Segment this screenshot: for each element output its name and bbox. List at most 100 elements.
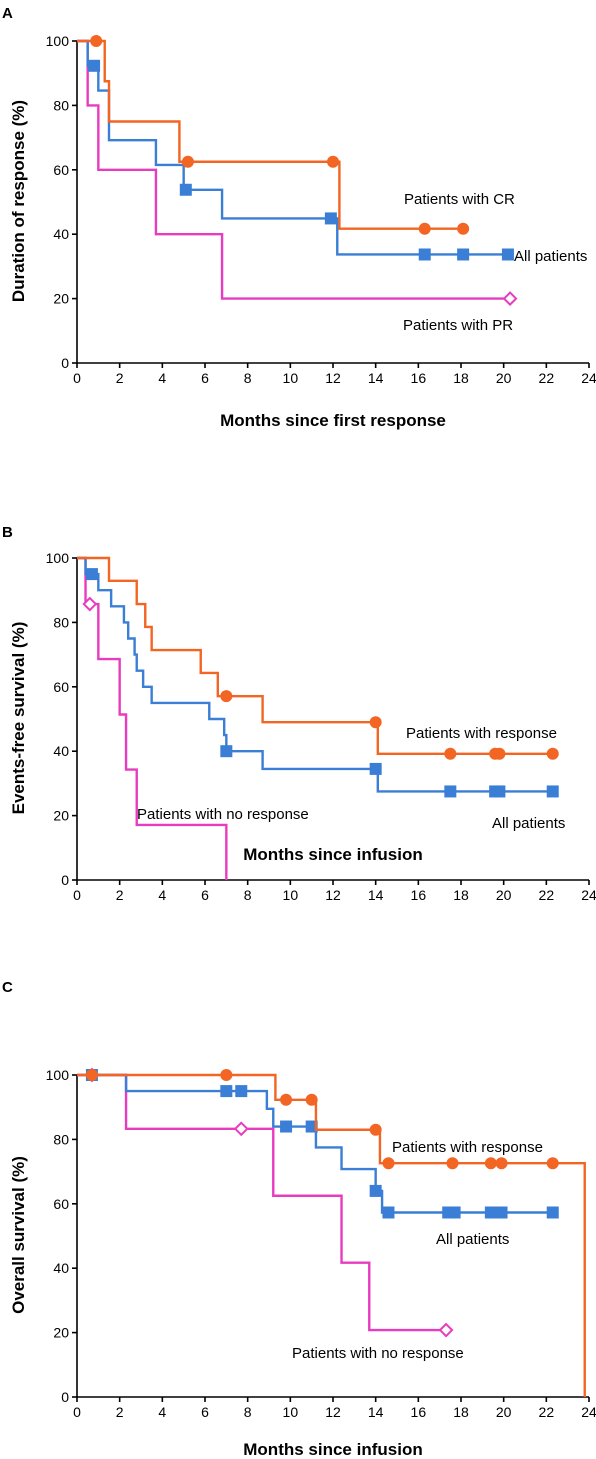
series-line-all-patients-b bbox=[77, 556, 553, 793]
label-response-b: Patients with response bbox=[406, 725, 557, 742]
panel-c: C Months since infusion Overall survival… bbox=[2, 979, 596, 1459]
y-tick-label: 60 bbox=[53, 1196, 69, 1212]
censor-marker-patients-with-cr bbox=[418, 222, 431, 235]
x-tick-label: 14 bbox=[368, 887, 384, 903]
censor-marker-patients-with-response bbox=[220, 690, 233, 703]
x-tick-label: 0 bbox=[73, 370, 81, 386]
censor-marker-all-patients bbox=[369, 762, 382, 775]
x-tick-label: 22 bbox=[539, 887, 555, 903]
series-line-patients-with-pr-a bbox=[77, 39, 511, 300]
x-tick-label: 2 bbox=[116, 887, 124, 903]
x-tick-label: 6 bbox=[201, 1404, 209, 1420]
y-tick-label: 0 bbox=[61, 872, 69, 888]
censor-marker-patients-with-response bbox=[446, 1157, 459, 1170]
x-tick-label: 2 bbox=[116, 370, 124, 386]
censor-marker-all-patients bbox=[444, 785, 457, 798]
label-all-b: All patients bbox=[492, 815, 565, 832]
censor-marker-all-patients bbox=[546, 1206, 559, 1219]
censor-marker-patients-with-response bbox=[382, 1157, 395, 1170]
x-axis-title-a: Months since first response bbox=[220, 411, 446, 430]
y-tick-label: 80 bbox=[53, 1131, 69, 1147]
series-line-patients-with-no-response-b bbox=[77, 556, 228, 880]
x-tick-label: 14 bbox=[368, 370, 384, 386]
series-line-patients-with-cr-a bbox=[77, 39, 464, 230]
censor-marker-patients-with-response bbox=[493, 747, 506, 760]
censor-marker-all-patients bbox=[85, 568, 98, 581]
x-tick-label: 16 bbox=[411, 1404, 427, 1420]
y-axis-title-c: Overall survival (%) bbox=[9, 1156, 28, 1314]
censor-marker-patients-with-cr bbox=[90, 35, 103, 47]
censor-marker-patients-with-response bbox=[220, 1069, 233, 1081]
censor-marker-patients-with-cr bbox=[181, 155, 194, 168]
censor-marker-patients-with-response bbox=[305, 1093, 318, 1106]
label-response-c: Patients with response bbox=[392, 1139, 543, 1156]
censor-marker-patients-with-no-response bbox=[82, 596, 98, 612]
censor-marker-patients-with-response bbox=[484, 1157, 497, 1170]
label-noresponse-c: Patients with no response bbox=[292, 1345, 464, 1362]
x-tick-label: 18 bbox=[453, 370, 469, 386]
censor-marker-all-patients bbox=[418, 248, 431, 261]
censor-marker-all-patients bbox=[235, 1085, 248, 1098]
y-tick-label: 60 bbox=[53, 679, 69, 695]
x-tick-label: 12 bbox=[325, 370, 341, 386]
censor-marker-all-patients bbox=[493, 785, 506, 798]
censor-marker-all-patients bbox=[546, 785, 559, 798]
x-tick-label: 4 bbox=[158, 370, 166, 386]
x-tick-label: 6 bbox=[201, 370, 209, 386]
x-tick-label: 24 bbox=[581, 370, 596, 386]
panel-letter-c: C bbox=[2, 979, 13, 996]
censor-marker-all-patients bbox=[324, 212, 337, 225]
censor-marker-all-patients bbox=[369, 1184, 382, 1197]
x-axis-title-b: Months since infusion bbox=[243, 845, 422, 864]
x-tick-label: 12 bbox=[325, 887, 341, 903]
label-noresponse-b: Patients with no response bbox=[137, 806, 309, 823]
label-pr-a: Patients with PR bbox=[403, 317, 513, 334]
x-tick-label: 18 bbox=[453, 887, 469, 903]
y-axis-title-a: Duration of response (%) bbox=[9, 100, 28, 302]
x-tick-label: 10 bbox=[283, 887, 299, 903]
label-cr-a: Patients with CR bbox=[404, 191, 515, 208]
y-tick-label: 100 bbox=[46, 550, 70, 566]
y-tick-label: 20 bbox=[53, 1325, 69, 1341]
censor-marker-all-patients bbox=[501, 248, 514, 261]
censor-marker-patients-with-response bbox=[85, 1069, 98, 1081]
censor-marker-patients-with-no-response bbox=[438, 1322, 454, 1338]
label-all-c: All patients bbox=[436, 1231, 509, 1248]
label-all-a: All patients bbox=[514, 248, 587, 265]
y-tick-label: 20 bbox=[53, 291, 69, 307]
x-tick-label: 8 bbox=[244, 370, 252, 386]
x-tick-label: 14 bbox=[368, 1404, 384, 1420]
censor-marker-all-patients bbox=[457, 248, 470, 261]
x-tick-label: 24 bbox=[581, 1404, 596, 1420]
x-tick-label: 2 bbox=[116, 1404, 124, 1420]
x-tick-label: 20 bbox=[496, 370, 512, 386]
y-tick-label: 100 bbox=[46, 1067, 70, 1083]
panel-letter-a: A bbox=[2, 5, 13, 22]
y-tick-label: 40 bbox=[53, 1260, 69, 1276]
x-tick-label: 16 bbox=[411, 370, 427, 386]
series-line-patients-with-response-b bbox=[77, 556, 553, 755]
x-tick-label: 8 bbox=[244, 1404, 252, 1420]
x-tick-label: 0 bbox=[73, 887, 81, 903]
x-tick-label: 8 bbox=[244, 887, 252, 903]
y-tick-label: 40 bbox=[53, 226, 69, 242]
censor-marker-patients-with-pr bbox=[502, 291, 518, 307]
censor-marker-all-patients bbox=[220, 745, 233, 758]
series-line-patients-with-response-c bbox=[77, 1073, 586, 1397]
censor-marker-all-patients bbox=[280, 1120, 293, 1133]
y-tick-label: 0 bbox=[61, 355, 69, 371]
x-tick-label: 12 bbox=[325, 1404, 341, 1420]
censor-marker-all-patients bbox=[88, 59, 101, 72]
censor-marker-patients-with-cr bbox=[327, 155, 339, 168]
x-tick-label: 16 bbox=[411, 887, 427, 903]
x-tick-label: 24 bbox=[581, 887, 596, 903]
y-tick-label: 80 bbox=[53, 614, 69, 630]
x-tick-label: 20 bbox=[496, 887, 512, 903]
x-tick-label: 10 bbox=[283, 370, 299, 386]
x-tick-label: 10 bbox=[283, 1404, 299, 1420]
y-tick-label: 0 bbox=[61, 1389, 69, 1405]
panel-letter-b: B bbox=[2, 524, 13, 541]
x-tick-label: 0 bbox=[73, 1404, 81, 1420]
censor-marker-all-patients bbox=[495, 1206, 508, 1219]
y-tick-label: 60 bbox=[53, 162, 69, 178]
